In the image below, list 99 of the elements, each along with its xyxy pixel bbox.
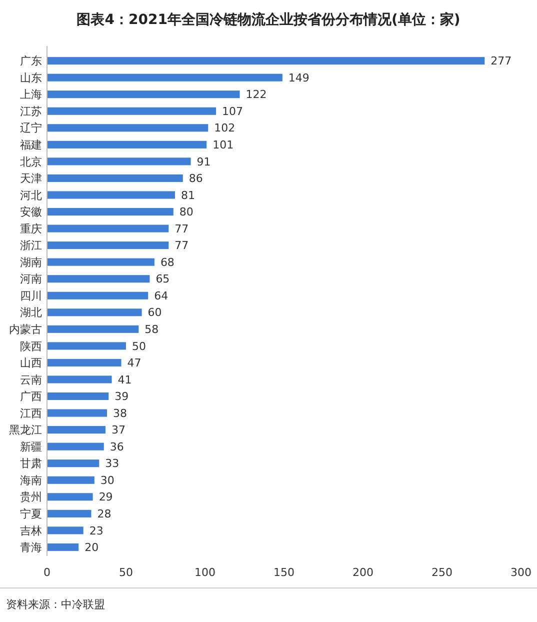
bar: [47, 409, 108, 417]
data-label: 41: [118, 373, 132, 386]
bar: [47, 476, 94, 484]
y-tick-label: 北京: [20, 155, 42, 168]
y-tick-label: 山东: [20, 71, 42, 84]
bar: [47, 376, 112, 384]
bar: [47, 74, 282, 82]
bar: [47, 358, 122, 366]
bar: [47, 140, 207, 148]
y-tick-label: 河北: [20, 188, 42, 202]
data-label: 23: [89, 524, 104, 538]
bar: [47, 342, 126, 350]
y-tick-label: 吉林: [20, 524, 42, 538]
y-tick-label: 新疆: [20, 440, 42, 454]
y-tick-label: 宁夏: [20, 508, 42, 520]
y-tick-label: 黑龙江: [9, 424, 42, 437]
y-tick-label: 福建: [20, 138, 42, 152]
y-tick-label: 河南: [20, 272, 42, 286]
y-tick-label: 广东: [20, 54, 42, 68]
data-label: 86: [188, 172, 203, 186]
x-tick-label: 0: [44, 566, 50, 579]
y-tick-label: 重庆: [20, 222, 42, 236]
data-label: 47: [127, 356, 142, 370]
data-label: 60: [148, 306, 162, 320]
data-label: 39: [114, 390, 129, 404]
y-tick-label: 陕西: [20, 340, 42, 353]
data-label: 64: [154, 289, 168, 302]
data-label: 20: [84, 541, 99, 554]
bar: [47, 107, 216, 115]
y-tick-label: 湖北: [20, 306, 42, 320]
data-label: 81: [180, 188, 195, 202]
bar: [47, 174, 183, 182]
y-tick-label: 四川: [20, 289, 42, 302]
data-label: 33: [105, 457, 120, 470]
y-tick-label: 青海: [20, 541, 42, 554]
x-tick-label: 300: [510, 566, 532, 579]
data-label: 68: [160, 256, 174, 269]
y-tick-label: 江西: [20, 406, 42, 420]
bar: [47, 124, 208, 132]
y-tick-label: 天津: [20, 172, 42, 186]
data-label: 77: [174, 222, 189, 236]
data-label: 36: [110, 440, 124, 454]
bar: [47, 426, 106, 434]
bar: [47, 460, 100, 468]
data-label: 149: [288, 71, 310, 84]
data-label: 50: [132, 340, 146, 353]
y-tick-label: 内蒙古: [9, 323, 42, 336]
x-tick-label: 200: [352, 566, 374, 579]
bar: [47, 442, 104, 450]
y-tick-label: 辽宁: [20, 122, 42, 135]
bar: [47, 510, 92, 518]
bar: [47, 275, 150, 283]
data-label: 38: [113, 406, 128, 420]
y-tick-label: 湖南: [20, 256, 42, 269]
text: 资料来源：中冷联盟: [6, 598, 105, 611]
y-tick-label: 甘肃: [20, 457, 42, 470]
data-label: 29: [98, 490, 113, 504]
bar: [47, 224, 169, 232]
data-label: 107: [222, 104, 244, 118]
y-tick-label: 海南: [20, 474, 42, 487]
bar: [47, 258, 154, 266]
data-label: 102: [214, 122, 236, 135]
bar: [47, 208, 174, 216]
x-tick-label: 250: [432, 566, 452, 579]
x-tick-label: 150: [274, 566, 294, 579]
data-label: 77: [174, 239, 189, 252]
y-tick-label: 江苏: [20, 104, 42, 118]
data-label: 122: [246, 88, 267, 102]
data-label: 277: [490, 54, 512, 68]
data-label: 58: [144, 323, 159, 336]
bar: [47, 392, 109, 400]
y-tick-label: 贵州: [20, 490, 42, 504]
x-tick-label: 100: [194, 566, 216, 579]
data-label: 80: [179, 206, 194, 219]
data-label: 30: [100, 474, 114, 487]
bar: [47, 325, 139, 333]
y-tick-label: 广西: [20, 390, 42, 404]
data-label: 37: [111, 424, 126, 437]
bar: [47, 90, 240, 98]
chart-title: 图表4：2021年全国冷链物流企业按省份分布情况(单位：家): [76, 11, 460, 28]
y-tick-label: 浙江: [20, 239, 42, 252]
data-label: 28: [97, 508, 112, 520]
y-tick-label: 安徽: [20, 206, 42, 219]
bar: [47, 308, 142, 316]
bar: [47, 543, 79, 551]
y-tick-label: 山西: [20, 356, 42, 370]
bar: [47, 57, 485, 65]
data-label: 101: [212, 138, 234, 152]
x-tick-label: 50: [119, 566, 133, 579]
y-tick-label: 云南: [20, 373, 42, 386]
data-label: 65: [156, 272, 170, 286]
bar: [47, 292, 148, 300]
bar: [47, 526, 84, 534]
bar: [47, 158, 191, 166]
bar: [47, 191, 175, 199]
y-tick-label: 上海: [20, 88, 42, 102]
bar: [47, 242, 169, 250]
bar: [47, 493, 93, 501]
data-label: 91: [196, 155, 211, 168]
